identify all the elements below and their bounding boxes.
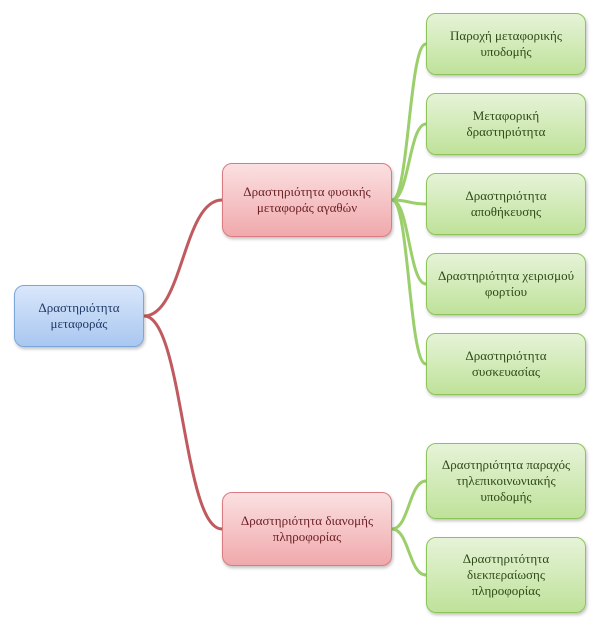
node-label: Δραστηριότητα παραχός τηλεπικοινωνιακής … [435,457,577,506]
node-label: Δραστηριότητα μεταφοράς [23,300,135,333]
node-leaf-telecom-infrastructure: Δραστηριότητα παραχός τηλεπικοινωνιακής … [426,443,586,519]
node-leaf-packaging: Δραστηριότητα συσκευασίας [426,333,586,395]
node-label: Δραστηριότητα χειρισμού φορτίου [435,268,577,301]
node-leaf-information-processing: Δραστηριτότητα διεκπεραίωσης πληροφορίας [426,537,586,613]
node-leaf-transport-activity: Μεταφορική δραστηριότητα [426,93,586,155]
node-label: Δραστηριότητα αποθήκευσης [435,188,577,221]
node-leaf-storage: Δραστηριότητα αποθήκευσης [426,173,586,235]
node-information-distribution: Δραστηριότητα διανομής πληροφορίας [222,492,392,566]
node-label: Δραστηριότητα συσκευασίας [435,348,577,381]
node-label: Μεταφορική δραστηριότητα [435,108,577,141]
node-label: Δραστηριότητα φυσικής μεταφοράς αγαθών [231,184,383,217]
node-root: Δραστηριότητα μεταφοράς [14,285,144,347]
node-label: Δραστηριότητα διανομής πληροφορίας [231,513,383,546]
node-label: Παροχή μεταφορικής υποδομής [435,28,577,61]
node-leaf-infrastructure: Παροχή μεταφορικής υποδομής [426,13,586,75]
node-label: Δραστηριτότητα διεκπεραίωσης πληροφορίας [435,551,577,600]
tree-diagram: Δραστηριότητα μεταφοράς Δραστηριότητα φυ… [0,0,599,632]
node-leaf-cargo-handling: Δραστηριότητα χειρισμού φορτίου [426,253,586,315]
node-physical-transport: Δραστηριότητα φυσικής μεταφοράς αγαθών [222,163,392,237]
